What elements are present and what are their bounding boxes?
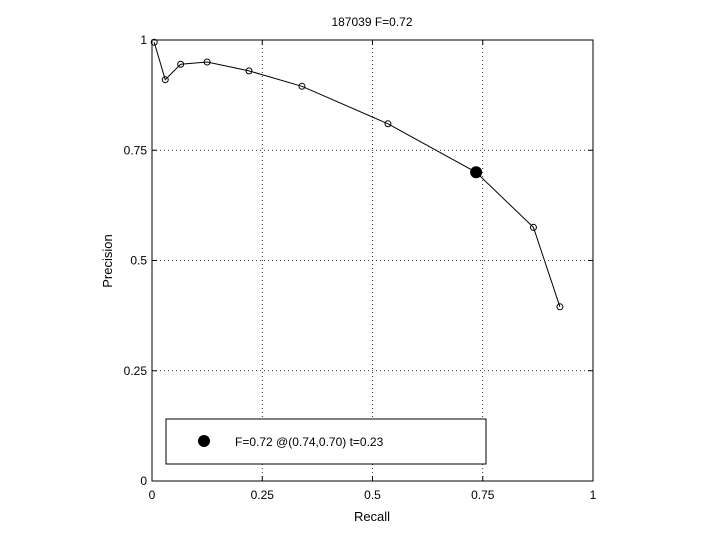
x-tick-label: 0 bbox=[149, 488, 156, 502]
y-tick-label: 0.75 bbox=[124, 143, 148, 157]
data-point bbox=[298, 82, 306, 90]
legend-label: F=0.72 @(0.74,0.70) t=0.23 bbox=[235, 435, 384, 449]
y-tick-label: 0.25 bbox=[124, 364, 148, 378]
data-point bbox=[384, 120, 392, 128]
series-layer bbox=[150, 38, 564, 311]
x-tick-label: 0.25 bbox=[251, 488, 275, 502]
chart-title: 187039 F=0.72 bbox=[331, 15, 412, 29]
best-f-point bbox=[470, 166, 483, 179]
y-tick-label: 0 bbox=[140, 474, 147, 488]
data-point bbox=[245, 67, 253, 75]
legend-box bbox=[165, 418, 487, 465]
data-point bbox=[150, 38, 158, 46]
series-line bbox=[153, 42, 561, 307]
data-point bbox=[529, 223, 537, 231]
x-axis-label: Recall bbox=[354, 509, 390, 524]
data-point bbox=[203, 58, 211, 66]
data-point bbox=[161, 76, 169, 84]
data-point bbox=[177, 60, 185, 68]
x-tick-label: 1 bbox=[590, 488, 597, 502]
legend: F=0.72 @(0.74,0.70) t=0.23 bbox=[165, 418, 487, 465]
y-tick-label: 1 bbox=[140, 33, 147, 47]
ticks: 0 0.25 0.5 0.75 1 0 0.25 0.5 0.75 1 bbox=[124, 33, 597, 502]
data-point bbox=[556, 303, 564, 311]
x-tick-label: 0.5 bbox=[364, 488, 381, 502]
grid-lines bbox=[152, 40, 593, 481]
y-tick-label: 0.5 bbox=[130, 254, 147, 268]
legend-marker bbox=[198, 435, 210, 447]
y-axis-label: Precision bbox=[100, 234, 115, 287]
x-tick-label: 0.75 bbox=[471, 488, 495, 502]
